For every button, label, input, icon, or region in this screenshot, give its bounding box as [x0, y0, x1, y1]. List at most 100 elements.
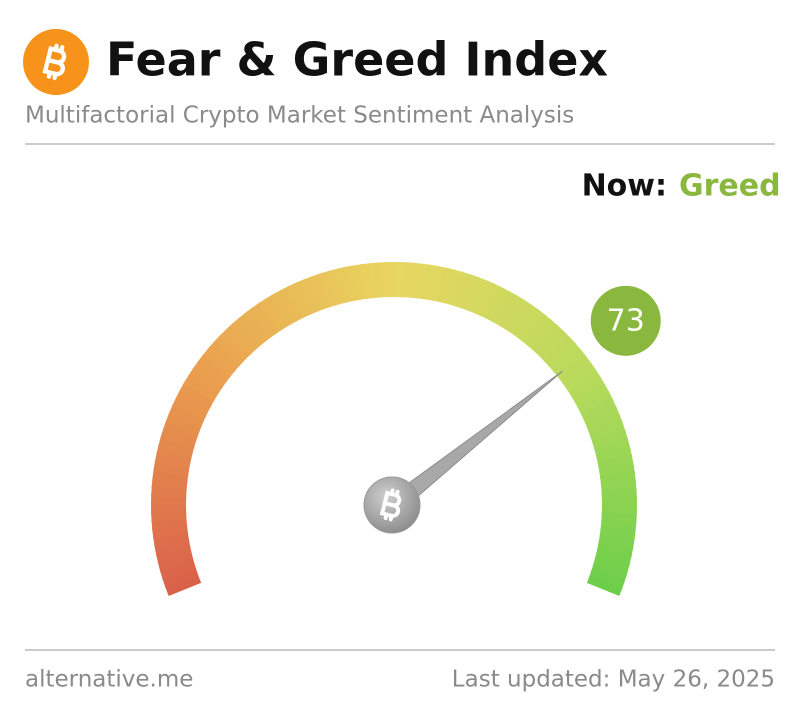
gauge-band	[589, 421, 626, 443]
gauge-band	[485, 286, 511, 323]
gauge-band	[183, 374, 219, 401]
gauge-band	[510, 303, 539, 339]
gauge-band	[580, 398, 618, 423]
gauge-band	[588, 569, 626, 591]
gauge-band	[225, 322, 257, 356]
gauge-band	[159, 560, 197, 581]
gauge-band	[597, 454, 634, 472]
gauge-band	[595, 446, 633, 464]
gauge-band	[327, 268, 346, 306]
gauge-band	[422, 264, 439, 301]
gauge-band	[498, 294, 525, 330]
gauge-band	[586, 576, 623, 597]
gauge-band	[415, 263, 431, 300]
source: alternative.me	[25, 667, 193, 693]
value-label: 73	[607, 303, 645, 338]
gauge-band	[244, 306, 274, 342]
gauge-band	[527, 318, 559, 352]
gauge-band	[451, 271, 472, 308]
gauge-band	[538, 330, 571, 363]
gauge-band	[154, 451, 192, 469]
gauge-band	[491, 290, 518, 326]
gauge-band	[593, 438, 631, 457]
gauge-band	[231, 317, 262, 351]
gauge-band	[574, 383, 610, 410]
gauge-band	[162, 419, 200, 441]
gauge-band	[562, 362, 597, 391]
gauge-band	[172, 396, 209, 421]
gauge-band	[444, 269, 464, 306]
gauge-band	[595, 548, 632, 567]
gauge-band	[202, 346, 237, 377]
gauge-band	[279, 285, 305, 322]
gauge: 73	[151, 262, 661, 597]
gauge-band	[504, 298, 532, 334]
last-updated: Last updated: May 26, 2025	[452, 667, 775, 693]
gauge-band	[251, 302, 280, 337]
gauge-band	[154, 538, 191, 556]
gauge-band	[152, 468, 189, 484]
gauge-band	[295, 278, 319, 315]
value-bubble	[590, 285, 661, 356]
gauge-band	[258, 297, 286, 333]
now-label: Now:	[582, 169, 667, 204]
gauge-band	[598, 533, 635, 550]
gauge-band	[237, 311, 268, 346]
gauge-band	[207, 340, 241, 372]
gauge-band	[596, 541, 634, 559]
gauge-band	[192, 360, 228, 389]
gauge-band	[601, 496, 637, 508]
gauge-band	[522, 313, 553, 348]
gauge-band	[302, 275, 325, 313]
gauge-band	[570, 376, 606, 403]
gauge-band	[265, 293, 292, 329]
gauge-band	[219, 328, 252, 361]
gauge-band	[478, 283, 503, 320]
gauge-band	[151, 502, 187, 514]
gauge-band	[160, 427, 197, 448]
gauge-band	[593, 555, 630, 575]
gauge-band	[213, 334, 246, 366]
gauge-band	[465, 276, 488, 313]
gauge-band	[175, 388, 212, 414]
gauge-band	[168, 403, 205, 428]
gauge-band	[287, 281, 312, 319]
subtitle: Multifactorial Crypto Market Sentiment A…	[25, 103, 574, 129]
gauge-band	[335, 266, 353, 304]
gauge-band	[155, 546, 193, 564]
gauge-band	[577, 390, 614, 416]
gauge-band	[599, 526, 636, 542]
gauge-band	[165, 411, 202, 434]
gauge-band	[591, 562, 628, 583]
gauge-band	[272, 289, 299, 325]
gauge-band	[164, 574, 202, 597]
gauge-band	[566, 369, 602, 397]
gauge-band	[430, 265, 448, 303]
gauge-band	[318, 270, 339, 308]
gauge-band	[584, 406, 621, 430]
classification: Greed	[679, 169, 781, 204]
gauge-band	[591, 429, 629, 450]
gauge-band	[533, 324, 565, 357]
gauge-band	[158, 435, 195, 455]
gauge-band	[157, 553, 195, 572]
gauge-band	[162, 567, 199, 589]
gauge-band	[197, 353, 232, 383]
gauge-band	[187, 367, 223, 395]
title: Fear & Greed Index	[106, 33, 608, 87]
gauge-band	[516, 308, 546, 343]
gauge-band	[156, 443, 193, 462]
gauge-band	[437, 267, 456, 304]
gauge-band	[153, 460, 190, 477]
gauge-band	[310, 273, 332, 310]
gauge-band	[471, 279, 496, 316]
gauge-band	[543, 336, 577, 368]
gauge-band	[548, 342, 582, 373]
gauge-band	[385, 262, 397, 298]
gauge-band	[557, 355, 593, 385]
gauge-band	[586, 413, 624, 436]
gauge-band	[458, 273, 480, 311]
gauge-band	[179, 381, 215, 408]
gauge-band	[343, 265, 361, 302]
